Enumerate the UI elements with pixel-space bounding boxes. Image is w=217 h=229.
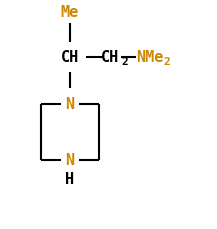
Text: 2: 2 — [164, 57, 170, 67]
Text: NMe: NMe — [136, 49, 164, 65]
Text: CH: CH — [61, 49, 79, 65]
Text: CH: CH — [101, 49, 119, 65]
Text: N: N — [65, 153, 74, 168]
Text: 2: 2 — [121, 57, 128, 67]
Text: Me: Me — [61, 5, 79, 20]
Text: N: N — [65, 97, 74, 112]
Text: H: H — [65, 172, 74, 187]
